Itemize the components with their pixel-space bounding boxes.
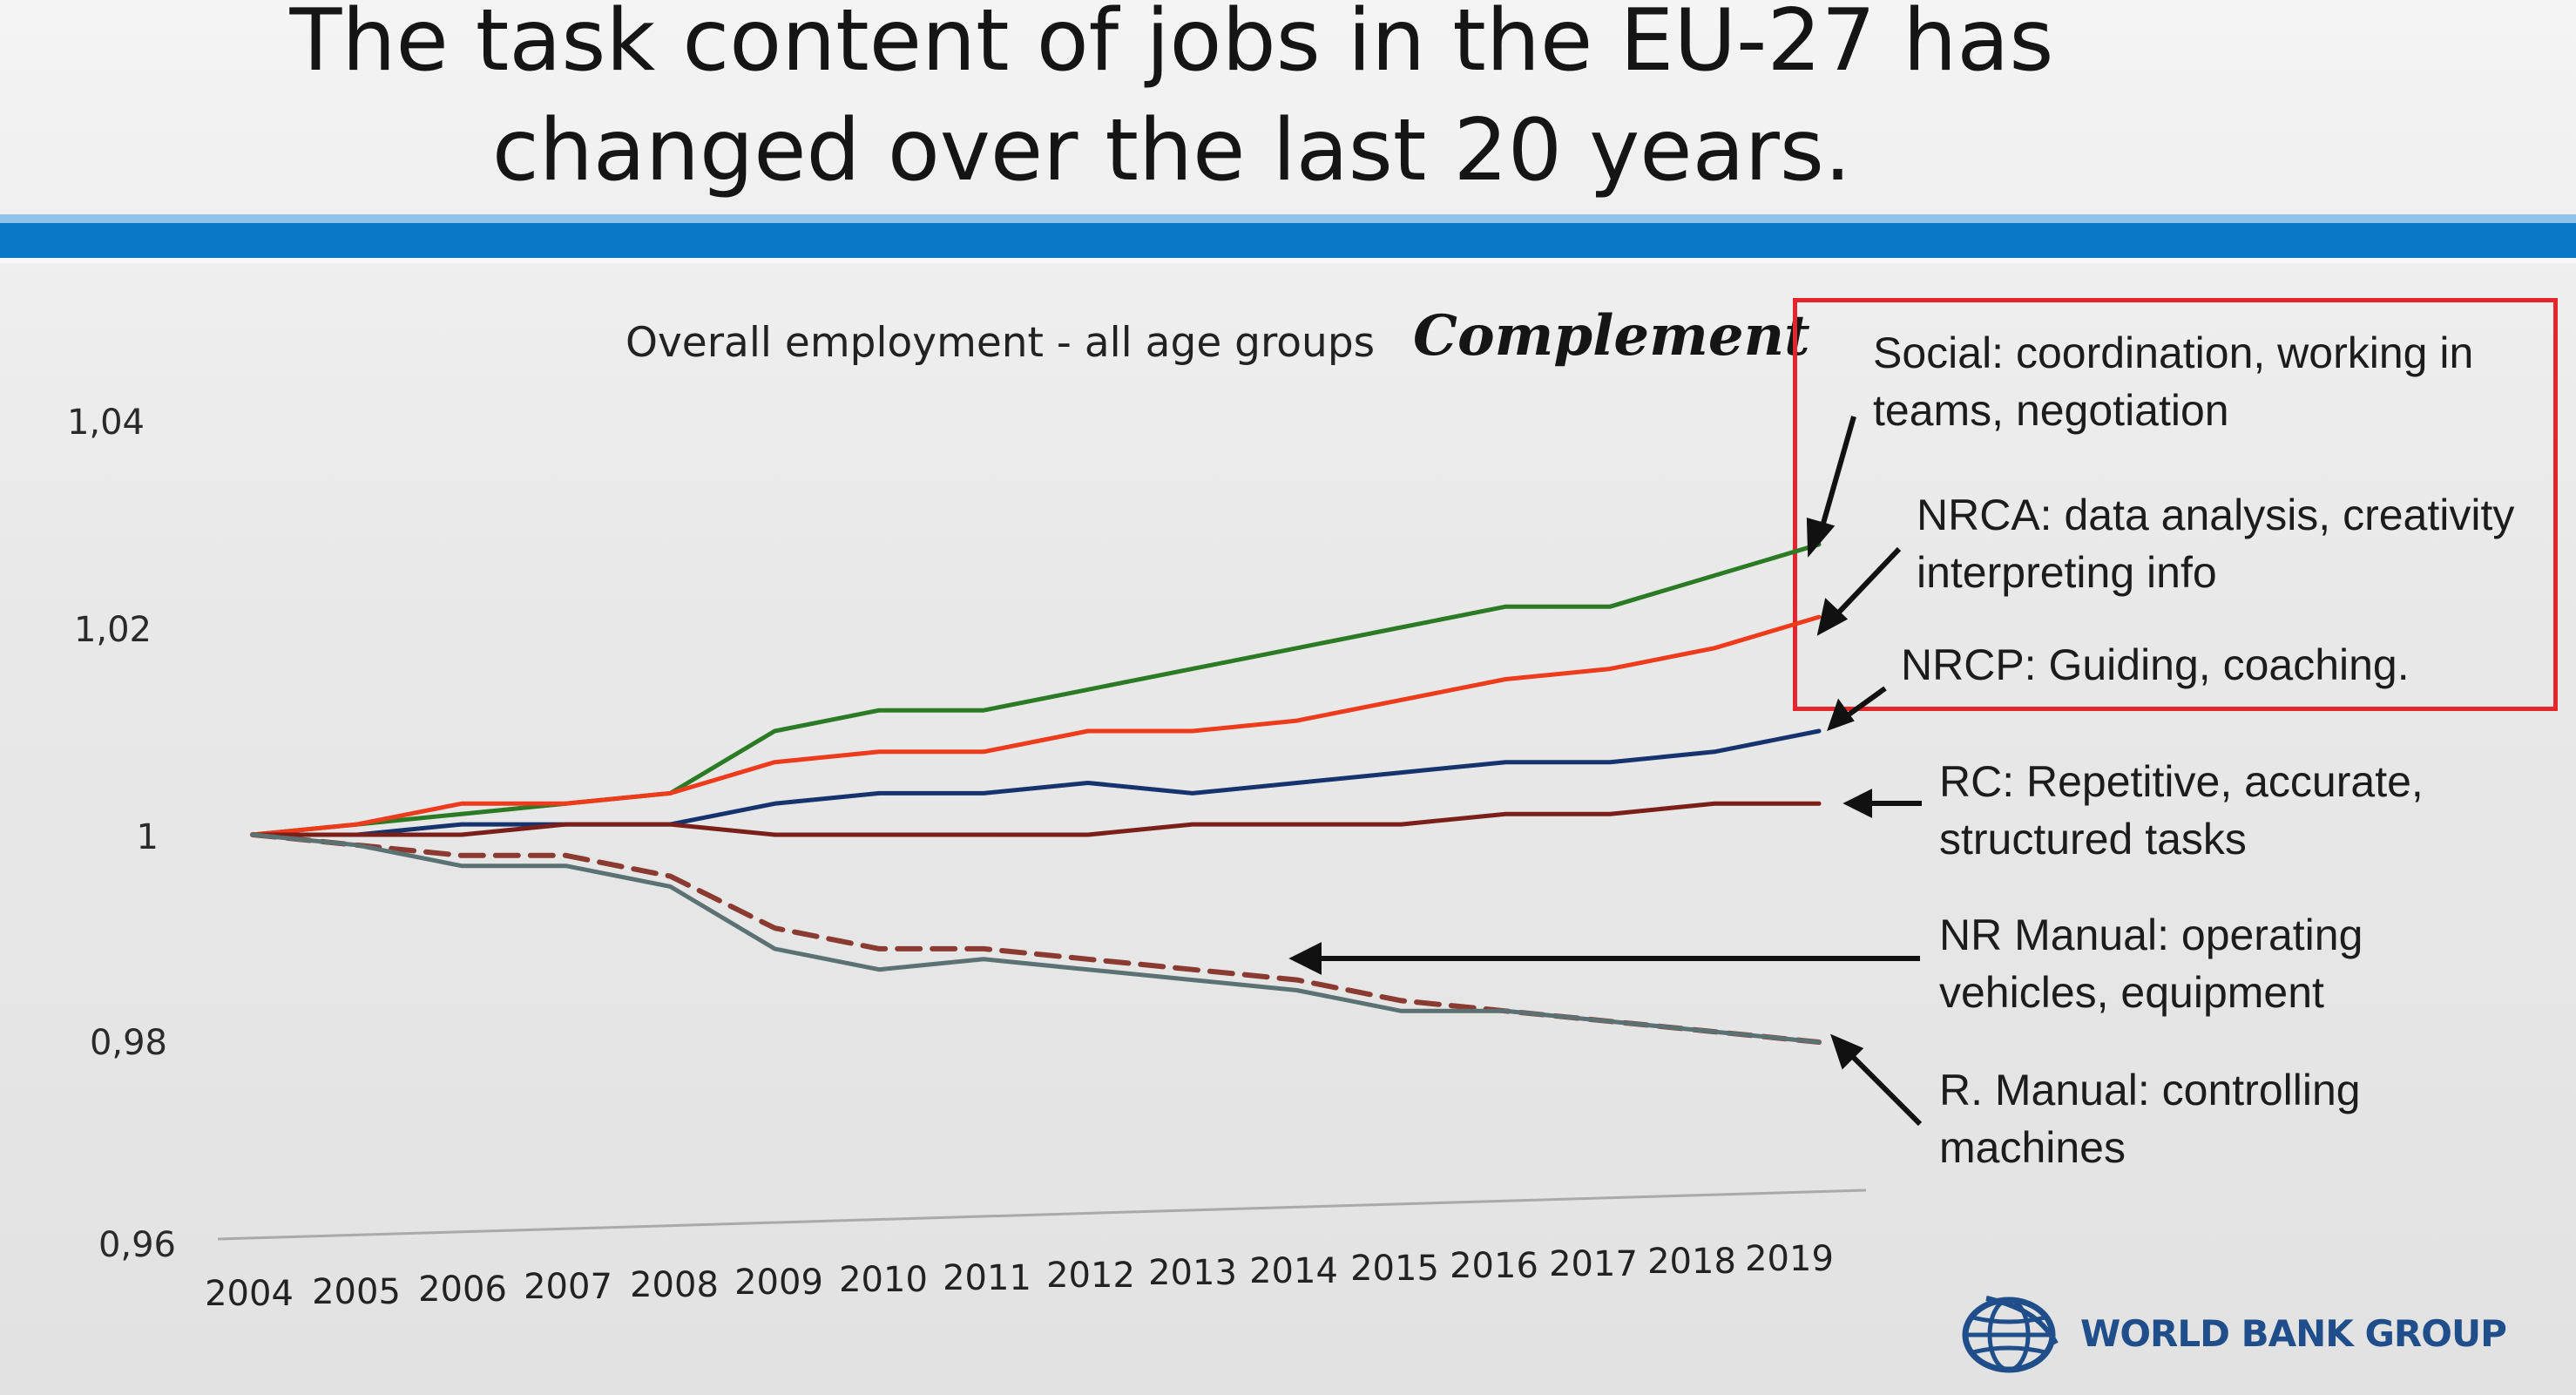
arrow-r-manual — [1844, 1048, 1923, 1127]
arrow-nrcp-head — [1827, 698, 1855, 731]
x-tick-label: 2019 — [1745, 1239, 1834, 1279]
label-r-manual: R. Manual: controlling machines — [1939, 1061, 2361, 1176]
complement-heading: Complement — [1413, 303, 1810, 369]
label-social: Social: coordination, working in teams, … — [1873, 324, 2473, 439]
x-tick-label: 2009 — [734, 1263, 823, 1303]
arrow-nrca-head — [1816, 598, 1849, 636]
x-tick-label: 2017 — [1549, 1244, 1638, 1284]
series-line-nrcp — [250, 728, 1822, 837]
x-tick-label: 2016 — [1450, 1246, 1538, 1286]
globe-icon — [1962, 1296, 2059, 1373]
x-tick-label: 2011 — [943, 1258, 1031, 1298]
title-line-2: changed over the last 20 years. — [491, 101, 1852, 200]
series-layer — [250, 542, 1822, 1045]
x-tick-label: 2018 — [1647, 1242, 1736, 1282]
label-nr-manual: NR Manual: operating vehicles, equipment — [1939, 906, 2363, 1021]
x-tick-label: 2014 — [1249, 1251, 1338, 1291]
world-bank-logo: WORLD BANK GROUP — [1960, 1290, 2507, 1377]
arrow-r-manual-head — [1830, 1033, 1864, 1070]
label-rc: RC: Repetitive, accurate, structured tas… — [1939, 753, 2424, 868]
label-nrca: NRCA: data analysis, creativity interpre… — [1917, 486, 2514, 601]
label-r-manual-line-1: R. Manual: controlling — [1939, 1066, 2361, 1114]
label-nr-manual-line-1: NR Manual: operating — [1939, 911, 2363, 959]
header-band-highlight — [0, 214, 2576, 223]
complement-highlight-box — [1793, 298, 2558, 711]
x-tick-label: 2008 — [630, 1265, 719, 1305]
y-tick-label: 1 — [136, 817, 159, 857]
y-tick-label: 1,04 — [66, 403, 145, 443]
x-tick-label: 2007 — [524, 1267, 612, 1307]
title-line-1: The task content of jobs in the EU-27 ha… — [289, 0, 2054, 91]
annotation-arrows — [1288, 416, 1923, 1127]
series-line-rc — [250, 801, 1822, 837]
x-tick-label: 2004 — [205, 1274, 294, 1314]
series-line-social — [250, 542, 1822, 837]
header-band-edge — [0, 258, 2576, 263]
arrow-social — [1816, 416, 1856, 539]
label-nrca-line-2: interpreting info — [1917, 548, 2217, 597]
label-social-line-2: teams, negotiation — [1873, 386, 2229, 435]
y-tick-label: 1,02 — [73, 610, 152, 650]
label-rc-line-2: structured tasks — [1939, 815, 2247, 863]
logo-text: WORLD BANK GROUP — [2080, 1311, 2507, 1355]
series-line-r-manual — [250, 832, 1822, 1045]
label-social-line-1: Social: coordination, working in — [1873, 328, 2474, 377]
arrow-nrca — [1829, 546, 1902, 623]
y-tick-label: 0,98 — [89, 1023, 167, 1063]
label-nrcp: NRCP: Guiding, coaching. — [1901, 636, 2410, 694]
arrow-social-head — [1806, 517, 1836, 558]
x-tick-label: 2013 — [1148, 1253, 1237, 1293]
x-tick-label: 2015 — [1350, 1249, 1439, 1289]
x-tick-label: 2006 — [418, 1270, 507, 1310]
label-nrcp-line-1: NRCP: Guiding, coaching. — [1901, 640, 2410, 689]
label-nr-manual-line-2: vehicles, equipment — [1939, 968, 2324, 1017]
x-tick-label: 2012 — [1046, 1256, 1135, 1296]
chart-subtitle: Overall employment - all age groups — [625, 319, 1376, 367]
label-nrca-line-1: NRCA: data analysis, creativity — [1917, 491, 2515, 539]
series-line-nrca — [250, 614, 1822, 837]
x-axis-line — [217, 1188, 1867, 1241]
header-band — [0, 223, 2576, 258]
x-tick-label: 2010 — [839, 1260, 928, 1300]
y-tick-label: 0,96 — [98, 1225, 176, 1265]
arrow-rc-head — [1842, 789, 1872, 818]
slide-title: The task content of jobs in the EU-27 ha… — [0, 0, 2343, 206]
arrow-nr-manual-head — [1288, 942, 1322, 975]
label-rc-line-1: RC: Repetitive, accurate, — [1939, 757, 2424, 806]
x-tick-label: 2005 — [312, 1272, 401, 1312]
label-r-manual-line-2: machines — [1939, 1123, 2126, 1172]
